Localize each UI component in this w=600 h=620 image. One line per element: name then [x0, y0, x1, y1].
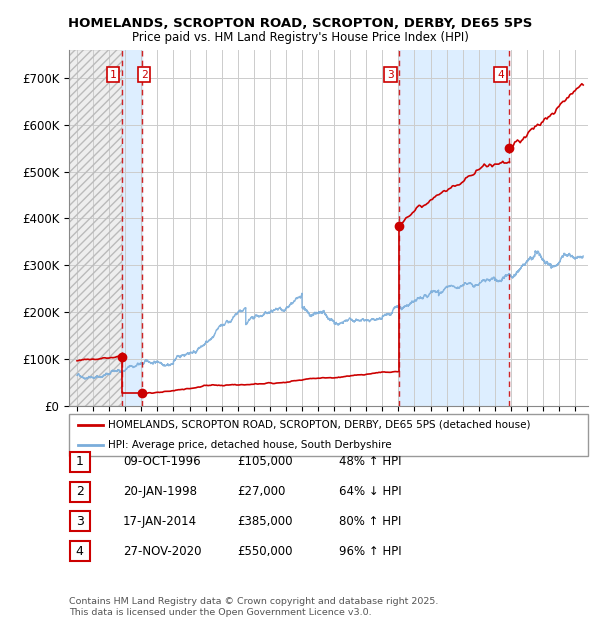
Text: Price paid vs. HM Land Registry's House Price Index (HPI): Price paid vs. HM Land Registry's House … — [131, 31, 469, 44]
Text: 64% ↓ HPI: 64% ↓ HPI — [339, 485, 401, 498]
Text: 2: 2 — [76, 485, 84, 498]
Text: 17-JAN-2014: 17-JAN-2014 — [123, 515, 197, 528]
Bar — [69, 50, 122, 406]
Text: HOMELANDS, SCROPTON ROAD, SCROPTON, DERBY, DE65 5PS: HOMELANDS, SCROPTON ROAD, SCROPTON, DERB… — [68, 17, 532, 30]
FancyBboxPatch shape — [70, 482, 89, 502]
Text: 09-OCT-1996: 09-OCT-1996 — [123, 456, 200, 468]
Text: £385,000: £385,000 — [237, 515, 293, 528]
Text: 2: 2 — [140, 69, 148, 79]
Bar — [399, 50, 509, 406]
Text: 4: 4 — [497, 69, 504, 79]
Text: 20-JAN-1998: 20-JAN-1998 — [123, 485, 197, 498]
Bar — [122, 50, 142, 406]
FancyBboxPatch shape — [69, 414, 588, 456]
Bar — [69, 50, 122, 406]
Text: 3: 3 — [76, 515, 84, 528]
Text: 1: 1 — [76, 456, 84, 468]
Text: 27-NOV-2020: 27-NOV-2020 — [123, 545, 202, 557]
Text: 1: 1 — [109, 69, 116, 79]
FancyBboxPatch shape — [70, 541, 89, 561]
Text: £550,000: £550,000 — [237, 545, 293, 557]
Text: £27,000: £27,000 — [237, 485, 286, 498]
Text: £105,000: £105,000 — [237, 456, 293, 468]
Text: HOMELANDS, SCROPTON ROAD, SCROPTON, DERBY, DE65 5PS (detached house): HOMELANDS, SCROPTON ROAD, SCROPTON, DERB… — [108, 420, 530, 430]
Text: 3: 3 — [387, 69, 394, 79]
Text: 96% ↑ HPI: 96% ↑ HPI — [339, 545, 401, 557]
FancyBboxPatch shape — [70, 512, 89, 531]
Text: 4: 4 — [76, 545, 84, 557]
Text: 48% ↑ HPI: 48% ↑ HPI — [339, 456, 401, 468]
Text: Contains HM Land Registry data © Crown copyright and database right 2025.
This d: Contains HM Land Registry data © Crown c… — [69, 598, 439, 617]
Text: 80% ↑ HPI: 80% ↑ HPI — [339, 515, 401, 528]
Text: HPI: Average price, detached house, South Derbyshire: HPI: Average price, detached house, Sout… — [108, 440, 392, 450]
FancyBboxPatch shape — [70, 452, 89, 472]
